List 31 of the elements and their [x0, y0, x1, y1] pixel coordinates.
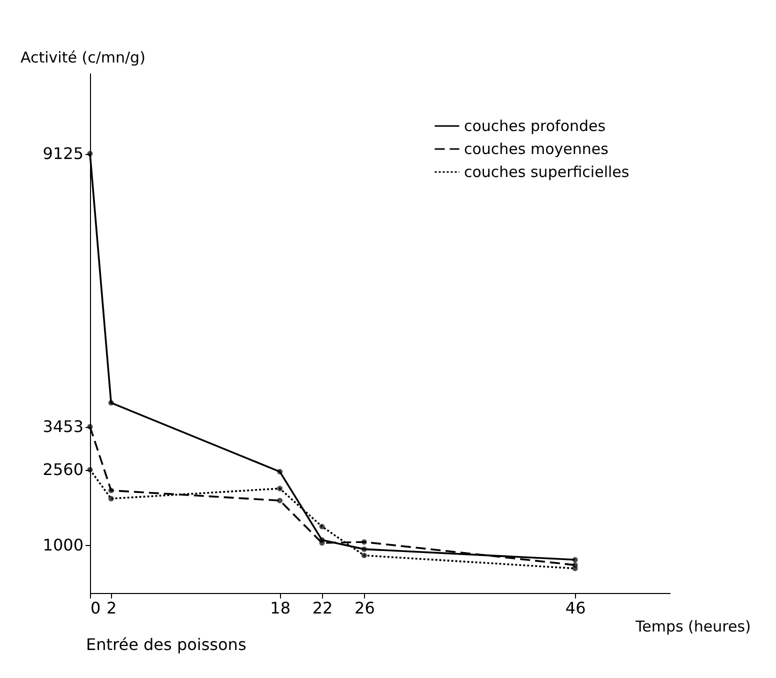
- y-tick-label: 2560: [42, 460, 84, 480]
- legend-label: couches profondes: [464, 117, 606, 135]
- point: [108, 400, 114, 406]
- x-axis-title: Temps (heures): [634, 618, 751, 636]
- point: [108, 496, 114, 502]
- point: [572, 566, 578, 572]
- legend-label: couches superficielles: [464, 163, 630, 181]
- y-tick-label: 9125: [42, 144, 84, 164]
- point: [572, 557, 578, 563]
- point: [361, 552, 367, 558]
- point: [319, 540, 325, 546]
- text: Entrée des poissons: [86, 635, 246, 654]
- y-tick-label: 3453: [42, 417, 84, 436]
- point: [277, 468, 283, 474]
- point: [108, 488, 114, 494]
- x-tick-label: 26: [354, 598, 375, 618]
- point: [277, 498, 283, 504]
- point: [319, 524, 325, 530]
- point: [361, 539, 367, 545]
- point: [361, 546, 367, 552]
- x-tick-label: 2: [106, 598, 117, 618]
- point: [87, 424, 93, 430]
- y-tick-label: 1000: [42, 535, 84, 554]
- y-axis-title: Activité (c/mn/g): [20, 48, 146, 66]
- point: [277, 486, 283, 492]
- x-tick-label: 18: [270, 598, 290, 618]
- x-tick-label: 0: [90, 598, 101, 618]
- point: [87, 467, 93, 472]
- x-tick-label: 46: [565, 598, 586, 618]
- x-tick-label: 22: [312, 598, 333, 618]
- legend-label: couches moyennes: [464, 140, 609, 158]
